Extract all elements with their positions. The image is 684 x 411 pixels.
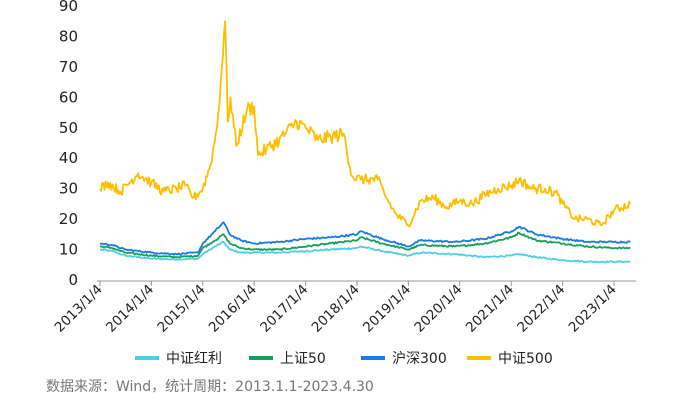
- y-tick-label: 80: [59, 27, 78, 45]
- y-tick-label: 10: [59, 241, 78, 259]
- legend-label: 中证红利: [166, 351, 222, 367]
- x-tick-label: 2015/1/4: [154, 282, 208, 336]
- x-tick-label: 2017/1/4: [257, 282, 311, 336]
- legend-label: 上证50: [280, 351, 326, 367]
- x-tick-label: 2019/1/4: [360, 282, 414, 336]
- x-tick-label: 2013/1/4: [52, 282, 106, 336]
- y-tick-label: 60: [59, 88, 78, 106]
- series-lines: [99, 20, 632, 264]
- x-tick-label: 2023/1/4: [566, 282, 620, 336]
- y-tick-label: 40: [59, 149, 78, 167]
- x-tick-label: 2018/1/4: [309, 282, 363, 336]
- y-tick-label: 50: [59, 119, 78, 137]
- y-tick-label: 20: [59, 210, 78, 228]
- series-line: [99, 221, 631, 256]
- legend-label: 中证500: [498, 351, 553, 367]
- series-line: [99, 20, 632, 228]
- series-line: [99, 231, 631, 259]
- x-axis-tick-labels: 2013/1/42014/1/42015/1/42016/1/42017/1/4…: [52, 281, 620, 336]
- y-axis-tick-labels: 0 10 20 30 40 50 60 70 80 90: [59, 0, 78, 289]
- legend: 中证红利 上证50 沪深300 中证500: [135, 351, 553, 367]
- x-tick-label: 2022/1/4: [514, 282, 568, 336]
- source-note: 数据来源：Wind，统计周期：2013.1.1-2023.4.30: [46, 379, 374, 395]
- x-tick-label: 2020/1/4: [411, 282, 465, 336]
- y-tick-label: 70: [59, 58, 78, 76]
- legend-label: 沪深300: [392, 351, 447, 367]
- series-line: [99, 240, 631, 264]
- y-tick-label: 30: [59, 180, 78, 198]
- y-tick-label: 90: [59, 0, 78, 15]
- x-tick-label: 2021/1/4: [463, 282, 517, 336]
- y-tick-label: 0: [68, 271, 78, 289]
- x-tick-label: 2016/1/4: [206, 282, 260, 336]
- x-tick-label: 2014/1/4: [103, 282, 157, 336]
